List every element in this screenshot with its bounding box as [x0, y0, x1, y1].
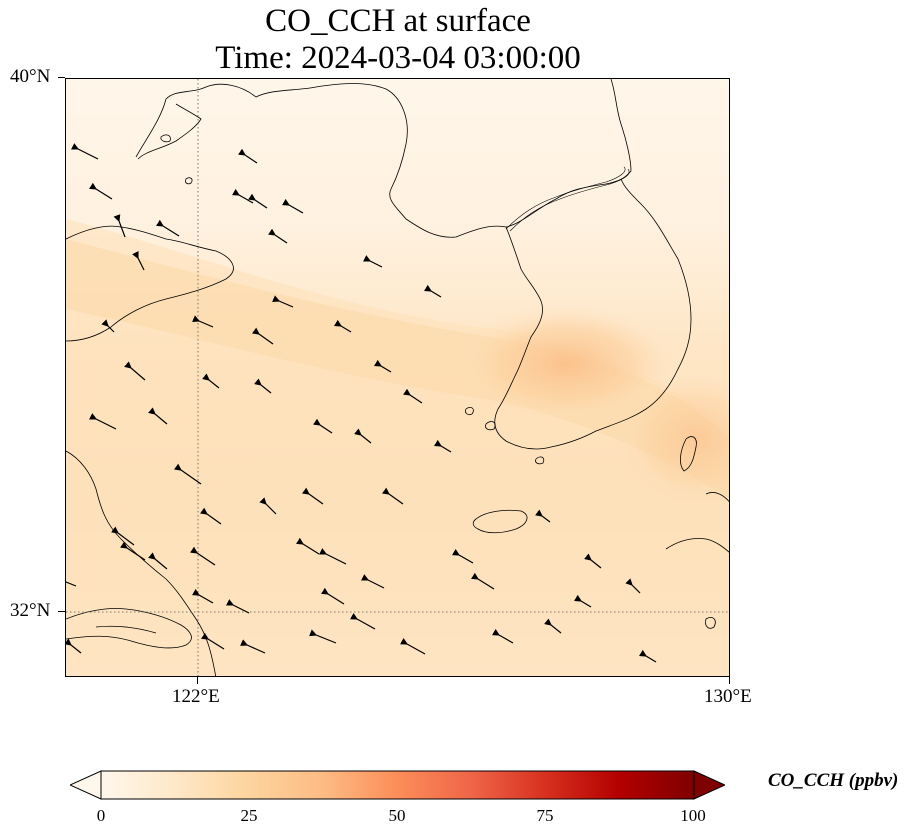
lon-label-122e: 122°E — [172, 686, 220, 707]
wind-arrow — [252, 327, 274, 345]
wind-arrow — [226, 599, 250, 614]
wind-arrow — [66, 576, 77, 587]
wind-arrow — [200, 507, 222, 525]
wind-arrow — [350, 612, 376, 630]
map-timestamp: Time: 2024-03-04 03:00:00 — [215, 40, 581, 76]
wind-arrow — [313, 418, 333, 434]
colorbar-extend-max — [693, 770, 727, 800]
colorbar — [68, 769, 727, 801]
wind-arrow — [259, 497, 277, 515]
wind-arrow — [66, 638, 82, 654]
wind-arrow — [248, 193, 268, 209]
wind-arrow — [584, 553, 602, 569]
wind-arrow — [321, 587, 345, 605]
wind-arrow — [190, 546, 216, 566]
colorbar-tick-0: 0 — [96, 806, 106, 825]
wind-arrow — [354, 428, 372, 444]
wind-arrow — [302, 487, 324, 505]
lon-tick-122e — [197, 677, 198, 684]
wind-arrow — [89, 413, 117, 430]
wind-arrow — [639, 649, 657, 663]
concentration-hotspot-east — [616, 369, 729, 509]
wind-arrow — [202, 373, 220, 389]
colorbar-extend-min — [68, 770, 102, 800]
lon-tick-130e — [729, 677, 730, 684]
wind-arrow — [113, 214, 126, 238]
wind-arrow — [544, 618, 562, 634]
wind-arrow — [124, 361, 146, 381]
wind-arrow — [240, 639, 266, 654]
wind-arrow — [363, 255, 383, 268]
lat-tick-32n — [58, 611, 65, 612]
wind-arrow — [361, 574, 385, 589]
wind-arrow — [238, 148, 258, 164]
wind-arrow — [174, 463, 202, 485]
concentration-plume-band — [66, 239, 729, 498]
wind-arrow — [382, 487, 404, 505]
wind-arrow — [535, 509, 551, 523]
lat-tick-40n — [58, 77, 65, 78]
wind-arrow — [232, 188, 254, 204]
colorbar-label: CO_CCH (ppbv) — [768, 770, 899, 791]
wind-arrow — [111, 526, 135, 546]
wind-arrow — [101, 319, 115, 333]
wind-arrow — [452, 548, 474, 564]
colorbar-tick-100: 100 — [680, 806, 706, 825]
wind-arrow — [132, 251, 145, 271]
wind-arrow — [201, 632, 225, 650]
wind-arrow — [625, 578, 641, 594]
wind-arrow — [71, 143, 99, 160]
colorbar-tick-50: 50 — [388, 806, 406, 825]
wind-arrow — [492, 628, 514, 644]
colorbar-gradient — [100, 770, 695, 800]
wind-arrow — [309, 629, 337, 644]
map-title: CO_CCH at surface — [265, 3, 531, 39]
lon-label-130e: 130°E — [704, 686, 752, 707]
wind-arrow — [424, 284, 442, 298]
wind-vectors — [66, 143, 657, 663]
wind-arrow — [403, 388, 423, 404]
wind-arrow — [192, 315, 214, 328]
wind-arrow — [319, 548, 347, 565]
wind-arrow — [192, 588, 214, 604]
lat-label-32n: 32°N — [10, 600, 51, 621]
wind-arrow — [120, 541, 146, 561]
wind-arrow — [282, 198, 304, 214]
wind-arrow — [148, 552, 168, 570]
wind-arrow — [471, 572, 495, 590]
wind-arrow — [434, 439, 452, 453]
colorbar-tick-25: 25 — [240, 806, 258, 825]
wind-arrow — [400, 637, 426, 655]
wind-arrow — [374, 359, 392, 373]
concentration-hotspot — [456, 304, 676, 424]
wind-arrow — [296, 537, 320, 555]
colorbar-tick-75: 75 — [536, 806, 554, 825]
wind-arrow — [268, 228, 288, 244]
coastlines — [66, 79, 729, 676]
map-panel — [65, 78, 730, 677]
wind-arrow — [272, 295, 294, 308]
map-canvas — [66, 79, 729, 676]
wind-arrow — [156, 219, 180, 237]
wind-arrow — [334, 319, 352, 333]
wind-arrow — [574, 594, 592, 608]
wind-arrow — [254, 378, 272, 394]
lat-label-40n: 40°N — [10, 66, 51, 87]
wind-arrow — [148, 407, 168, 425]
wind-arrow — [89, 182, 113, 200]
